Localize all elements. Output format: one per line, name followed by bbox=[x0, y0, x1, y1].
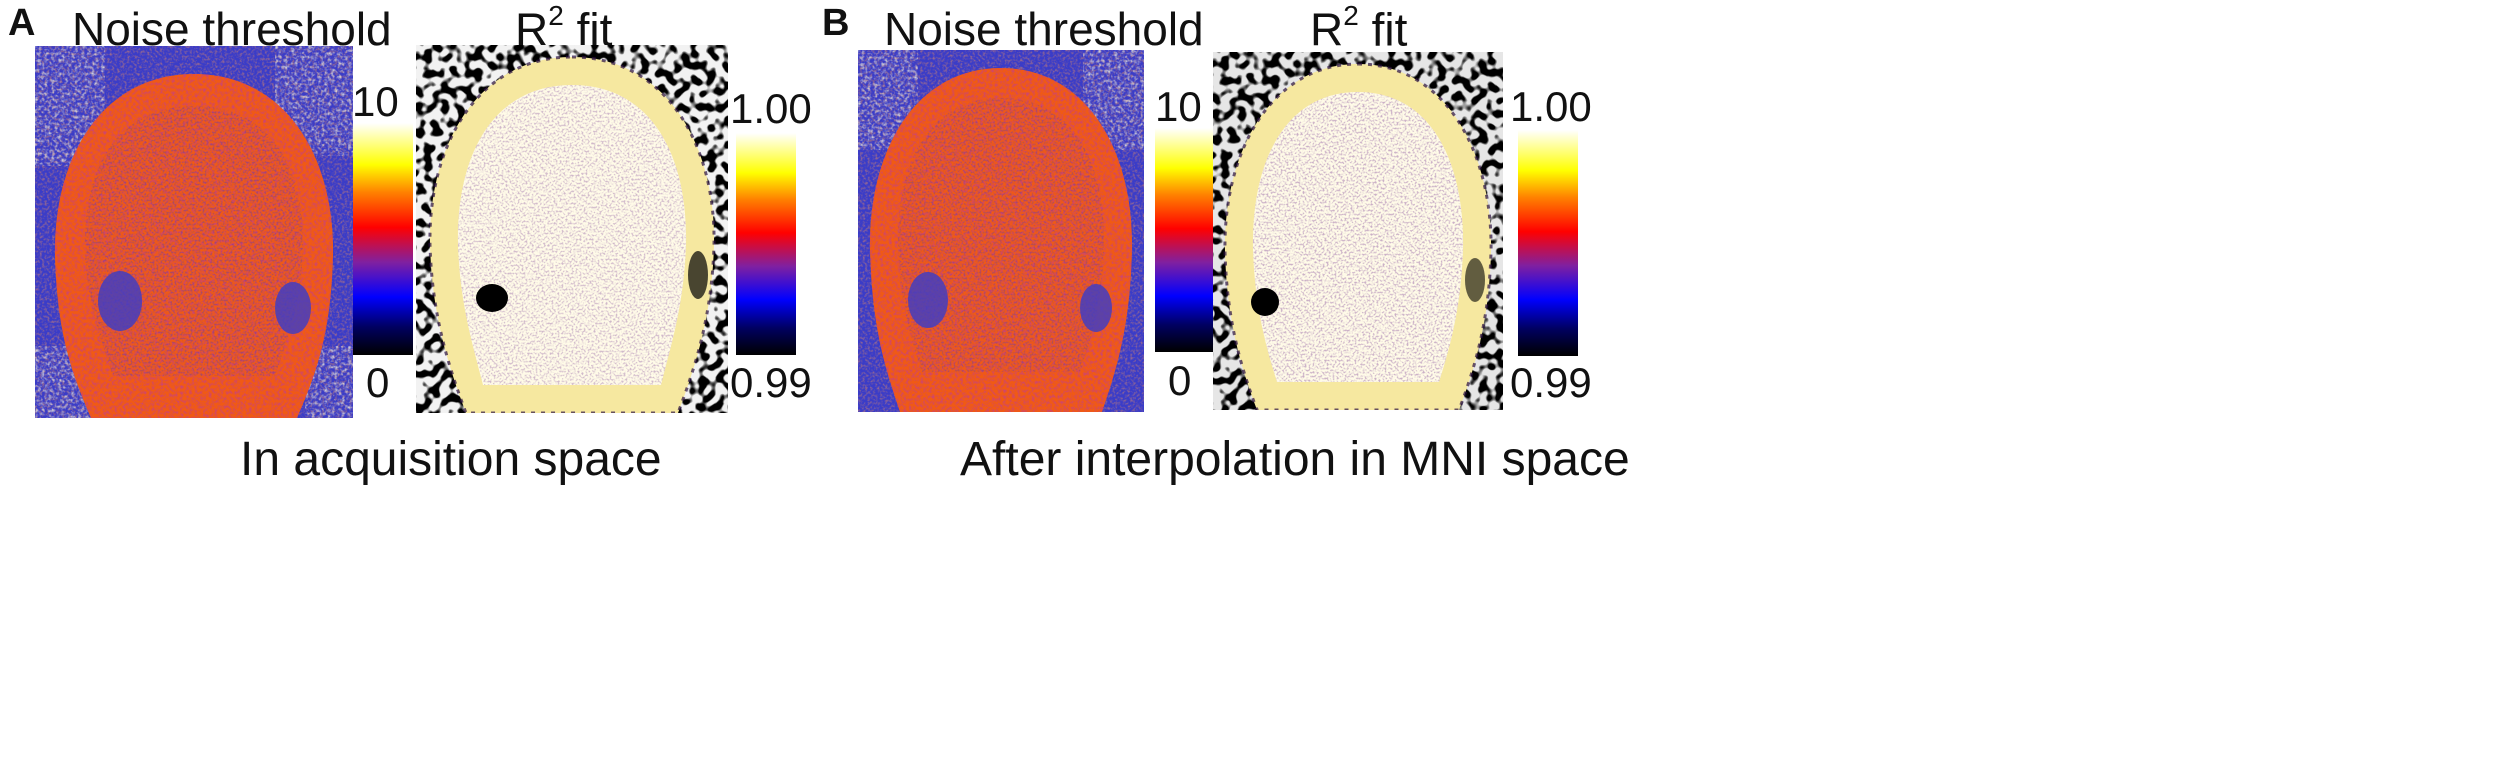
panel-b-r2-cbar-min: 0.99 bbox=[1510, 359, 1592, 406]
panel-b-r2-colorbar bbox=[1518, 130, 1578, 356]
panel-a-noise-map-image bbox=[35, 46, 353, 418]
panel-b-r2-map-image bbox=[1213, 52, 1503, 410]
panel-a-noise-title: Noise threshold bbox=[72, 3, 392, 55]
panel-b-caption: After interpolation in MNI space bbox=[960, 433, 1630, 486]
panel-a-r2-colorbar bbox=[736, 133, 796, 355]
panel-b-noise-colorbar bbox=[1155, 128, 1215, 352]
panel-a-r2-map-image bbox=[416, 45, 728, 413]
panel-a-noise-cbar-min: 0 bbox=[366, 359, 390, 406]
panel-b-noise-cbar-min: 0 bbox=[1168, 357, 1192, 404]
panel-a-r2-title: R2 fit bbox=[515, 0, 613, 56]
panel-b-r2-cbar-max: 1.00 bbox=[1510, 83, 1592, 130]
panel-b-noise-cbar-max: 10 bbox=[1155, 83, 1202, 130]
panel-a-label: A bbox=[8, 2, 36, 44]
panel-a-r2-cbar-max: 1.00 bbox=[730, 85, 812, 132]
panel-b-noise-title: Noise threshold bbox=[884, 3, 1204, 55]
panel-b-label: B bbox=[822, 2, 850, 44]
panel-a-noise-colorbar bbox=[353, 123, 413, 355]
panel-a-caption: In acquisition space bbox=[240, 433, 662, 486]
panel-a-noise-cbar-max: 10 bbox=[352, 78, 399, 125]
panel-b-noise-map-image bbox=[858, 50, 1144, 412]
panel-b-r2-title: R2 fit bbox=[1310, 0, 1408, 56]
panel-a-r2-cbar-min: 0.99 bbox=[730, 359, 812, 406]
